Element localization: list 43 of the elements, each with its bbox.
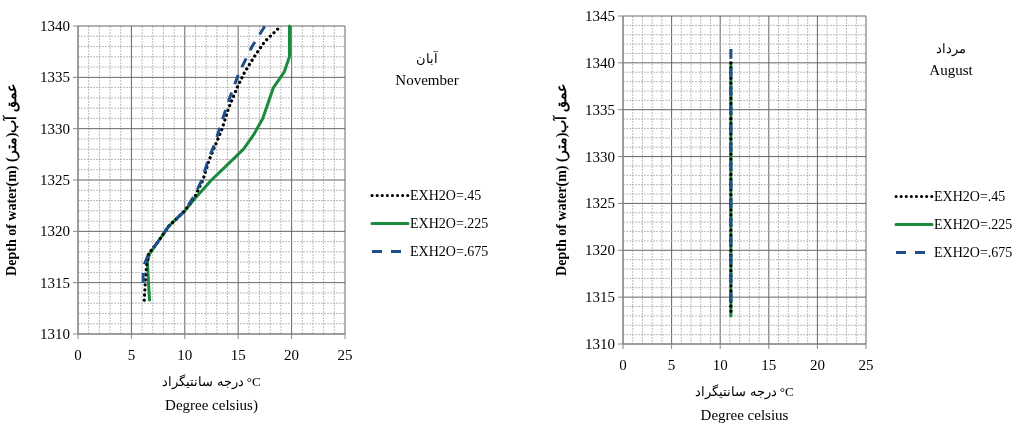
y-tick-label: 1340 [585, 54, 615, 71]
y-tick-label: 1320 [40, 223, 70, 240]
x-axis-title: درجه سانتیگراد °C [695, 384, 794, 400]
y-tick-label: 1320 [585, 242, 615, 259]
legend-label: EXH2O=.45 [934, 189, 1006, 205]
x-tick-label: 0 [619, 357, 627, 373]
y-tick-label: 1345 [585, 8, 615, 24]
x-tick-label: 25 [337, 347, 353, 363]
text: November [395, 72, 459, 88]
text: Degree celsius [700, 407, 789, 423]
text: مرداد [936, 41, 966, 57]
legend-label: EXH2O=.675 [934, 245, 1013, 261]
y-tick-label: 1340 [40, 18, 70, 34]
x-tick-label: 10 [712, 357, 728, 373]
legend-label: EXH2O=.225 [410, 216, 489, 232]
legend-label: EXH2O=.675 [410, 244, 489, 260]
x-tick-label: 5 [667, 357, 676, 373]
x-tick-label: 0 [74, 347, 82, 363]
y-tick-label: 1325 [40, 172, 70, 188]
y-tick-label: 1315 [585, 289, 615, 306]
y-axis-title: Depth of water(m) عمق آب(متر) [2, 84, 20, 276]
y-tick-label: 1335 [585, 101, 615, 118]
text: آبان [416, 50, 439, 66]
legend-label: EXH2O=.225 [934, 217, 1013, 233]
text: August [929, 62, 974, 78]
x-tick-label: 10 [177, 347, 193, 363]
x-tick-label: 25 [858, 357, 874, 373]
y-tick-label: 1330 [40, 120, 70, 137]
x-axis-title: درجه سانتیگراد °C [162, 374, 261, 390]
y-tick-label: 1325 [585, 195, 615, 212]
legend-label: EXH2O=.45 [410, 188, 482, 204]
x-tick-label: 15 [761, 357, 777, 373]
y-tick-label: 1310 [585, 336, 615, 352]
y-tick-label: 1335 [40, 69, 70, 86]
y-tick-label: 1330 [585, 148, 615, 165]
y-axis-title: Depth of water(m) عمق آب(متر) [552, 84, 570, 276]
text: Degree celsius) [165, 397, 258, 414]
x-tick-label: 5 [127, 347, 136, 363]
y-tick-label: 1315 [40, 274, 70, 291]
x-tick-label: 20 [809, 357, 825, 373]
x-tick-label: 20 [284, 347, 300, 363]
y-tick-label: 1310 [40, 326, 70, 342]
x-tick-label: 15 [230, 347, 246, 363]
